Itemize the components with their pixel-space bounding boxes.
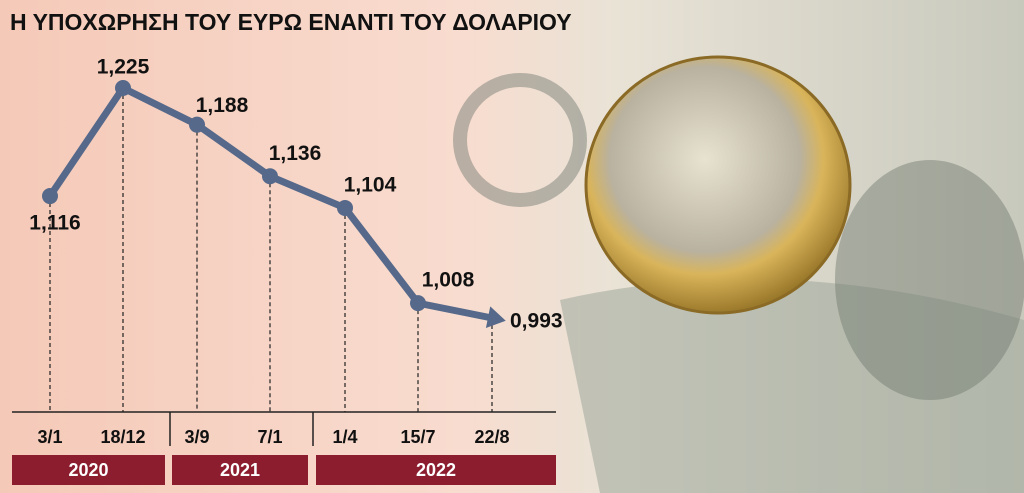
data-label: 1,136 xyxy=(269,142,322,165)
x-tick-label: 18/12 xyxy=(100,427,145,447)
chart-title: Η ΥΠΟΧΩΡΗΣΗ ΤΟΥ ΕΥΡΩ ΕΝΑΝΤΙ ΤΟΥ ΔΟΛΑΡΙΟΥ xyxy=(10,9,572,35)
year-label: 2022 xyxy=(416,460,456,480)
x-tick-label: 7/1 xyxy=(257,427,282,447)
arrow-head xyxy=(485,306,506,328)
year-band xyxy=(316,455,556,485)
data-point xyxy=(262,168,278,185)
x-tick-label: 1/4 xyxy=(332,427,357,447)
x-tick-label: 3/9 xyxy=(184,427,209,447)
portrait xyxy=(835,160,1024,400)
year-label: 2021 xyxy=(220,460,260,480)
data-label: 1,116 xyxy=(29,212,80,235)
data-point xyxy=(410,295,426,312)
data-point xyxy=(115,80,131,96)
x-tick-label: 22/8 xyxy=(474,427,509,447)
banknote xyxy=(560,279,1024,493)
data-point xyxy=(42,188,58,205)
year-band xyxy=(172,455,308,485)
year-band xyxy=(12,455,165,485)
data-label: 1,008 xyxy=(422,269,475,292)
data-label: 1,104 xyxy=(344,174,397,197)
data-label: 0,993 xyxy=(510,310,563,333)
data-point xyxy=(337,199,353,216)
data-label: 1,225 xyxy=(97,56,150,79)
seal xyxy=(453,73,587,207)
data-label: 1,188 xyxy=(196,94,249,117)
data-point xyxy=(189,116,205,133)
x-tick-label: 15/7 xyxy=(400,427,435,447)
euro-coin xyxy=(584,55,852,315)
x-tick-label: 3/1 xyxy=(37,427,62,447)
year-label: 2020 xyxy=(68,460,108,480)
